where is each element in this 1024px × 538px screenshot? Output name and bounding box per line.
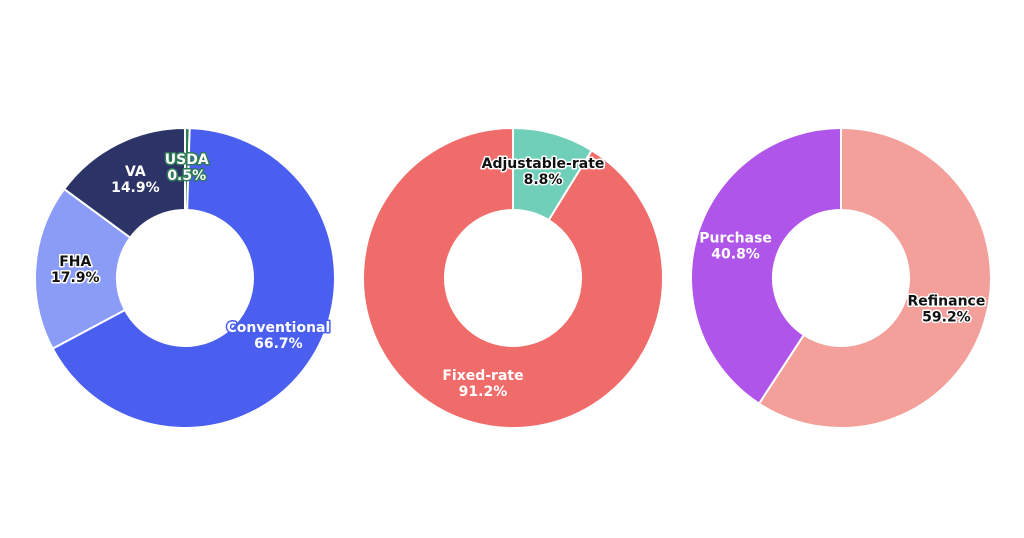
slice-value: 91.2% [459, 384, 508, 400]
donut-slice [757, 126, 992, 429]
donut-slice [362, 126, 664, 429]
slice-label: Purchase [699, 231, 772, 247]
slice-value: 66.7% [254, 336, 303, 352]
donut-slice [51, 127, 336, 429]
slice-label: Fixed-rate [442, 368, 523, 384]
slice-value: 59.2% [922, 309, 971, 325]
slice-value: 14.9% [111, 180, 160, 196]
slice-value: 17.9% [51, 270, 100, 286]
slice-value: 0.5% [167, 168, 206, 184]
donut-slice [62, 126, 186, 240]
donut-slice [34, 187, 132, 350]
slice-value: 40.8% [711, 247, 760, 263]
slice-label: Adjustable-rate [482, 156, 605, 172]
slice-label: VA [125, 164, 146, 180]
slice-value: 8.8% [524, 172, 563, 188]
slice-label: Conventional [227, 320, 331, 336]
slice-label: Refinance [908, 293, 986, 309]
slice-label: FHA [59, 254, 91, 270]
slice-label: USDA [165, 152, 209, 168]
donut-slice [690, 126, 842, 406]
